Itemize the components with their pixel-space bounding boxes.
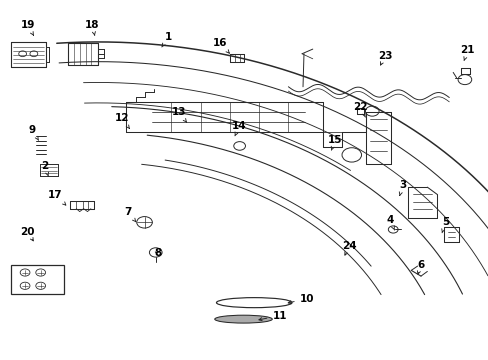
Text: 20: 20 — [20, 227, 35, 241]
Text: 22: 22 — [352, 102, 367, 117]
Text: 18: 18 — [85, 20, 100, 36]
Text: 13: 13 — [171, 107, 186, 122]
Text: 3: 3 — [399, 180, 406, 195]
Ellipse shape — [214, 315, 272, 323]
Text: 8: 8 — [154, 248, 161, 258]
Text: 24: 24 — [341, 241, 356, 255]
Text: 15: 15 — [327, 135, 342, 150]
Text: 7: 7 — [123, 207, 136, 222]
Text: 16: 16 — [212, 38, 229, 53]
Text: 2: 2 — [41, 161, 48, 176]
Text: 14: 14 — [232, 121, 246, 136]
Text: 1: 1 — [162, 32, 172, 47]
Text: 12: 12 — [114, 113, 129, 129]
Text: 4: 4 — [386, 215, 394, 230]
Bar — [11, 265, 64, 294]
Text: 19: 19 — [20, 20, 35, 35]
Text: 10: 10 — [287, 294, 313, 304]
Text: 6: 6 — [417, 260, 424, 274]
Text: 23: 23 — [377, 51, 391, 65]
Text: 5: 5 — [441, 217, 448, 233]
Text: 17: 17 — [48, 190, 66, 205]
Text: 9: 9 — [29, 125, 39, 140]
Text: 21: 21 — [460, 45, 474, 60]
Text: 11: 11 — [259, 311, 286, 321]
